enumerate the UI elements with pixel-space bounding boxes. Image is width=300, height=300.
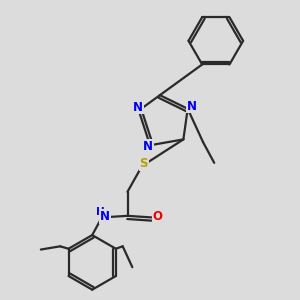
Text: H: H — [96, 207, 105, 217]
Text: N: N — [143, 140, 153, 153]
Text: S: S — [139, 157, 148, 170]
Text: N: N — [133, 100, 143, 114]
Text: N: N — [187, 100, 196, 113]
Text: O: O — [152, 210, 162, 223]
Text: N: N — [100, 210, 110, 223]
